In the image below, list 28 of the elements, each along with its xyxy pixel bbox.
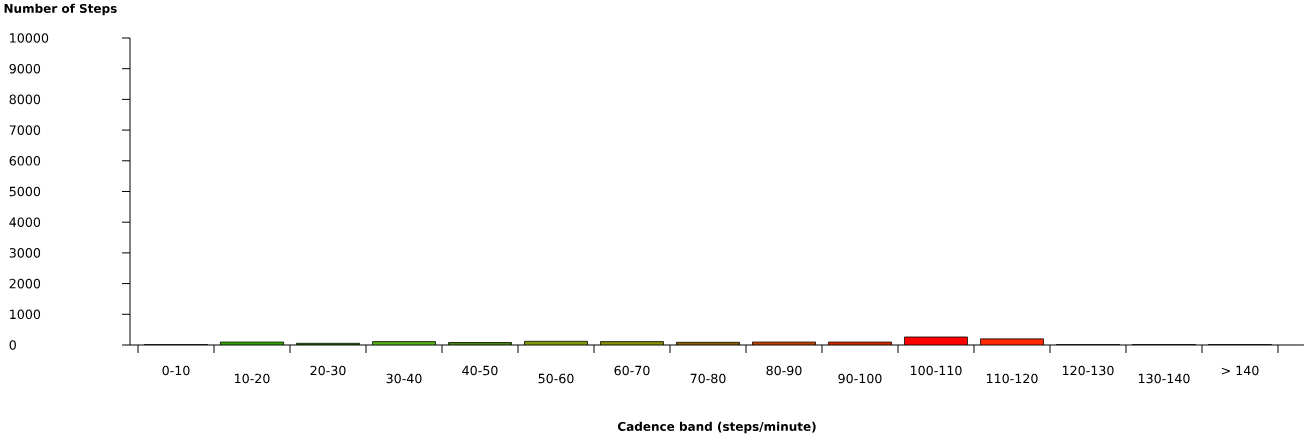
y-tick-label: 1000 bbox=[10, 309, 41, 320]
x-tick-label: 70-80 bbox=[690, 373, 726, 384]
y-axis-title: Number of Steps bbox=[4, 3, 117, 16]
x-tick-label: 120-130 bbox=[1062, 365, 1114, 376]
y-tick-label: 5000 bbox=[9, 186, 41, 197]
x-tick-label: 100-110 bbox=[910, 365, 962, 376]
y-tick-label: 2000 bbox=[9, 278, 41, 289]
x-tick-label: 30-40 bbox=[386, 373, 422, 384]
y-tick-label: 3000 bbox=[9, 248, 41, 258]
y-tick-label: 10000 bbox=[10, 33, 49, 43]
y-tick-label: 8000 bbox=[9, 94, 41, 105]
y-tick-label: 4000 bbox=[9, 217, 41, 227]
x-tick-label: 110-120 bbox=[986, 373, 1038, 384]
x-tick-label: 20-30 bbox=[310, 365, 346, 376]
x-tick-label: 0-10 bbox=[162, 365, 190, 376]
y-tick-label: 7000 bbox=[9, 125, 41, 135]
x-tick-label: 130-140 bbox=[1138, 373, 1190, 384]
x-tick-label: 50-60 bbox=[538, 373, 574, 384]
x-tick-label: 90-100 bbox=[838, 373, 882, 384]
x-tick-label: 10-20 bbox=[235, 373, 270, 384]
x-tick-label: 40-50 bbox=[462, 365, 498, 376]
x-tick-label: 80-90 bbox=[766, 365, 802, 376]
y-tick-label: 9000 bbox=[9, 63, 41, 74]
x-axis-title: Cadence band (steps/minute) bbox=[617, 421, 816, 434]
x-tick-label: 60-70 bbox=[614, 365, 650, 376]
y-tick-label: 6000 bbox=[9, 155, 41, 166]
x-tick-label: > 140 bbox=[1221, 365, 1259, 376]
y-tick-label: 0 bbox=[9, 340, 16, 350]
